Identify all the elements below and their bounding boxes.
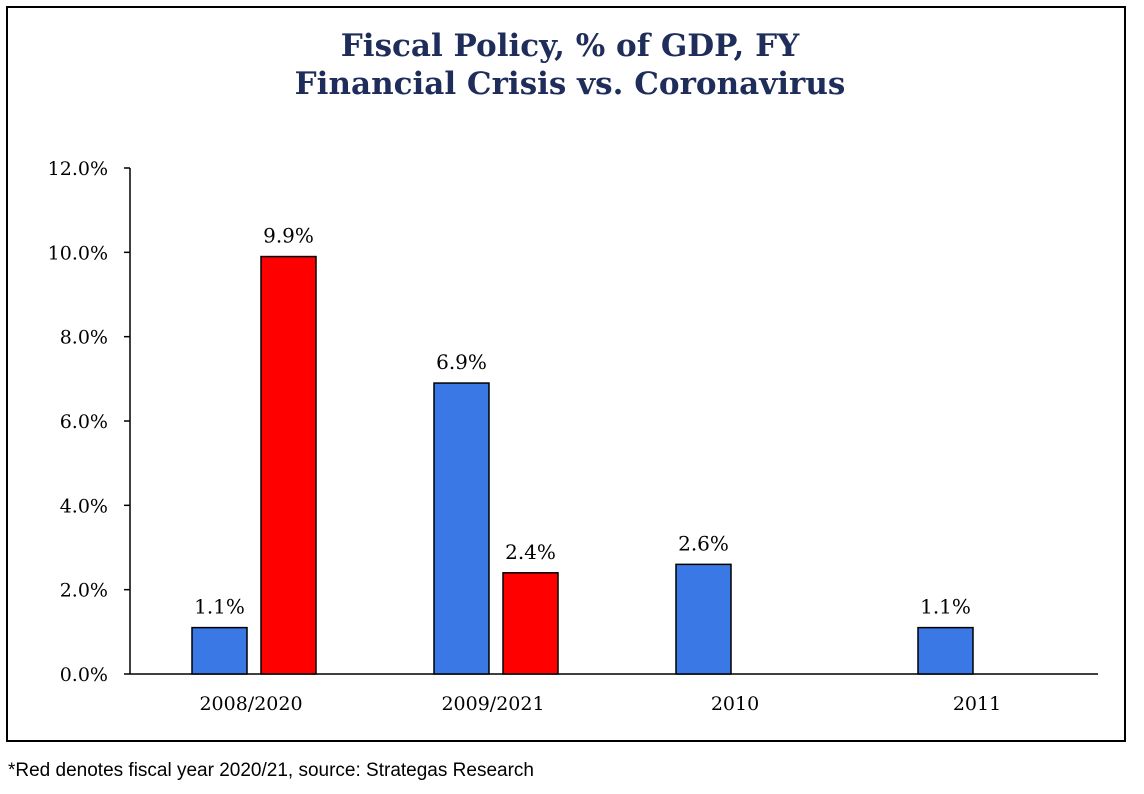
chart-svg: Fiscal Policy, % of GDP, FY Financial Cr… xyxy=(48,28,1098,715)
y-tick-label: 2.0% xyxy=(60,580,108,602)
y-tick-label: 6.0% xyxy=(60,411,108,433)
x-category-label: 2008/2020 xyxy=(199,693,302,715)
data-label: 9.9% xyxy=(263,224,314,248)
bar-coronavirus-0 xyxy=(260,255,317,675)
data-label: 2.4% xyxy=(505,540,556,564)
data-label: 2.6% xyxy=(678,531,729,555)
y-axis-ticks: 0.0% 2.0% 4.0% 6.0% 8.0% 10.0% 12.0% xyxy=(48,158,130,686)
data-labels: 1.1% 9.9% 6.9% 2.4% 2.6% 1.1% xyxy=(194,224,971,619)
x-axis-categories: 2008/2020 2009/2021 2010 2011 xyxy=(199,693,1001,715)
y-tick-label: 10.0% xyxy=(48,242,108,264)
chart-frame: Fiscal Policy, % of GDP, FY Financial Cr… xyxy=(6,6,1126,742)
data-label: 1.1% xyxy=(920,595,971,619)
bar-financial-crisis-3 xyxy=(917,626,974,675)
y-tick-label: 0.0% xyxy=(60,664,108,686)
bars xyxy=(191,255,974,675)
x-category-label: 2011 xyxy=(953,693,1001,715)
chart-title-line-2: Financial Crisis vs. Coronavirus xyxy=(295,66,846,102)
data-label: 1.1% xyxy=(194,595,245,619)
y-tick-label: 4.0% xyxy=(60,495,108,517)
bar-financial-crisis-1 xyxy=(433,382,490,675)
y-tick-label: 8.0% xyxy=(60,327,108,349)
bar-financial-crisis-0 xyxy=(191,626,248,675)
y-tick-label: 12.0% xyxy=(48,158,108,180)
x-category-label: 2010 xyxy=(711,693,759,715)
bar-financial-crisis-2 xyxy=(675,563,732,675)
data-label: 6.9% xyxy=(436,350,487,374)
x-category-label: 2009/2021 xyxy=(441,693,544,715)
footnote: *Red denotes fiscal year 2020/21, source… xyxy=(8,760,534,781)
bar-coronavirus-1 xyxy=(502,572,559,675)
chart-title-line-1: Fiscal Policy, % of GDP, FY xyxy=(341,28,800,64)
